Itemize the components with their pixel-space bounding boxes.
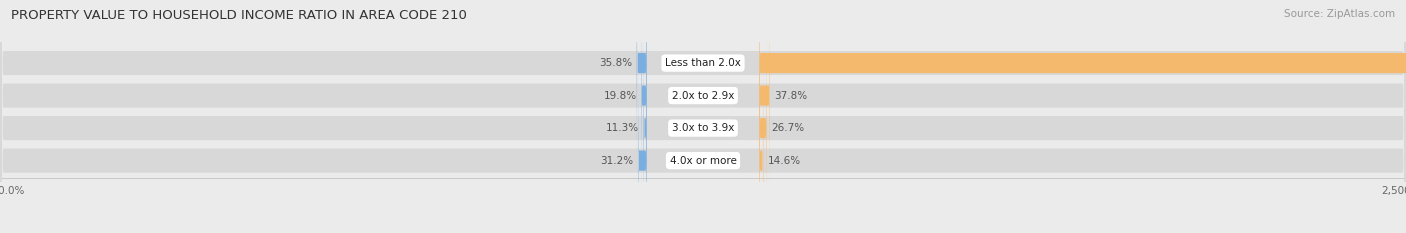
Text: 11.3%: 11.3% (606, 123, 640, 133)
Text: Source: ZipAtlas.com: Source: ZipAtlas.com (1284, 9, 1395, 19)
Text: 14.6%: 14.6% (768, 156, 800, 166)
FancyBboxPatch shape (759, 0, 770, 216)
Text: 37.8%: 37.8% (775, 91, 807, 101)
FancyBboxPatch shape (759, 0, 1406, 183)
Text: Less than 2.0x: Less than 2.0x (665, 58, 741, 68)
FancyBboxPatch shape (644, 8, 647, 233)
Text: PROPERTY VALUE TO HOUSEHOLD INCOME RATIO IN AREA CODE 210: PROPERTY VALUE TO HOUSEHOLD INCOME RATIO… (11, 9, 467, 22)
FancyBboxPatch shape (759, 8, 766, 233)
Text: 26.7%: 26.7% (770, 123, 804, 133)
FancyBboxPatch shape (759, 41, 763, 233)
Legend: Without Mortgage, With Mortgage: Without Mortgage, With Mortgage (591, 231, 815, 233)
Text: 19.8%: 19.8% (603, 91, 637, 101)
Text: 4.0x or more: 4.0x or more (669, 156, 737, 166)
FancyBboxPatch shape (641, 0, 647, 216)
FancyBboxPatch shape (638, 41, 647, 233)
Text: 31.2%: 31.2% (600, 156, 634, 166)
Text: 3.0x to 3.9x: 3.0x to 3.9x (672, 123, 734, 133)
Text: 2.0x to 2.9x: 2.0x to 2.9x (672, 91, 734, 101)
FancyBboxPatch shape (637, 0, 647, 183)
Text: 35.8%: 35.8% (599, 58, 633, 68)
